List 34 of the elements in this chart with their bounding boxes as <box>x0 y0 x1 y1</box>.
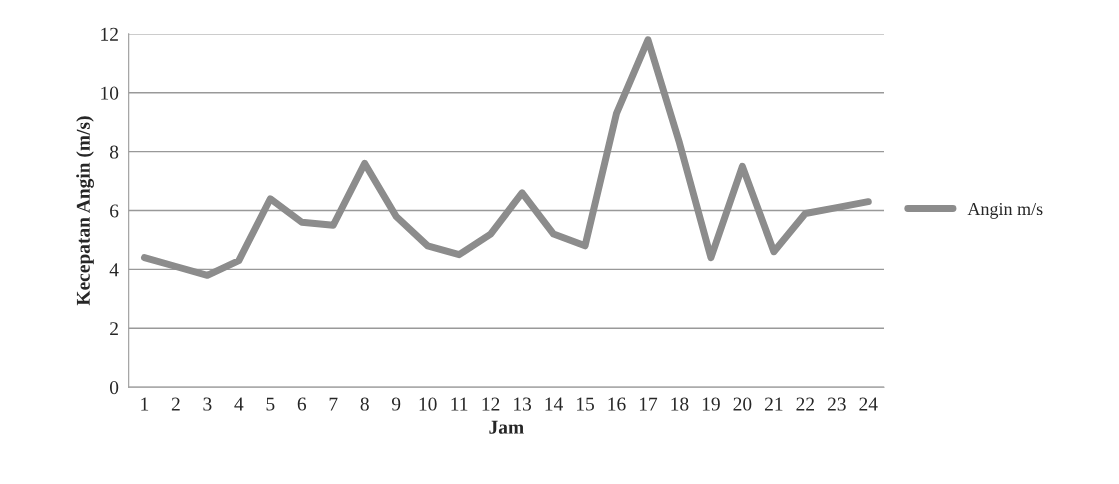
x-tick-label: 7 <box>329 397 338 411</box>
x-tick-label: 10 <box>419 397 437 411</box>
x-tick-label: 17 <box>639 397 658 411</box>
x-tick-label: 22 <box>796 397 814 411</box>
x-tick-label: 12 <box>482 397 500 411</box>
x-tick-label: 18 <box>671 397 689 411</box>
x-tick-label: 9 <box>391 397 401 411</box>
y-tick-label: 10 <box>101 86 119 100</box>
y-tick-label: 12 <box>101 27 118 41</box>
x-tick-label: 21 <box>764 397 783 411</box>
x-tick-label: 11 <box>451 397 468 411</box>
y-tick-label: 8 <box>109 145 119 159</box>
x-tick-label: 3 <box>203 397 212 411</box>
x-tick-label: 5 <box>266 397 275 411</box>
x-tick-label: 14 <box>545 397 563 411</box>
y-tick-label: 2 <box>110 322 118 336</box>
x-tick-label: 15 <box>577 397 594 411</box>
legend-label: Angin m/s <box>967 202 1043 219</box>
y-tick-label: 6 <box>110 204 119 218</box>
x-tick-label: 4 <box>234 397 244 411</box>
x-tick-label: 1 <box>141 397 149 411</box>
x-tick-label: 2 <box>171 397 180 411</box>
x-tick-label: 23 <box>827 397 846 411</box>
y-tick-label: 4 <box>109 263 119 277</box>
x-tick-label: 19 <box>702 397 720 411</box>
x-tick-label: 24 <box>859 397 878 411</box>
x-tick-label: 6 <box>297 397 307 411</box>
y-tick-label: 0 <box>109 381 119 395</box>
x-tick-label: 13 <box>514 397 532 411</box>
y-axis-title: Kecepatan Angin (m/s) <box>76 116 94 306</box>
x-tick-label: 8 <box>360 397 369 411</box>
x-axis-title: Jam <box>489 420 524 434</box>
x-tick-label: 20 <box>733 397 752 411</box>
x-tick-label: 16 <box>608 397 626 411</box>
